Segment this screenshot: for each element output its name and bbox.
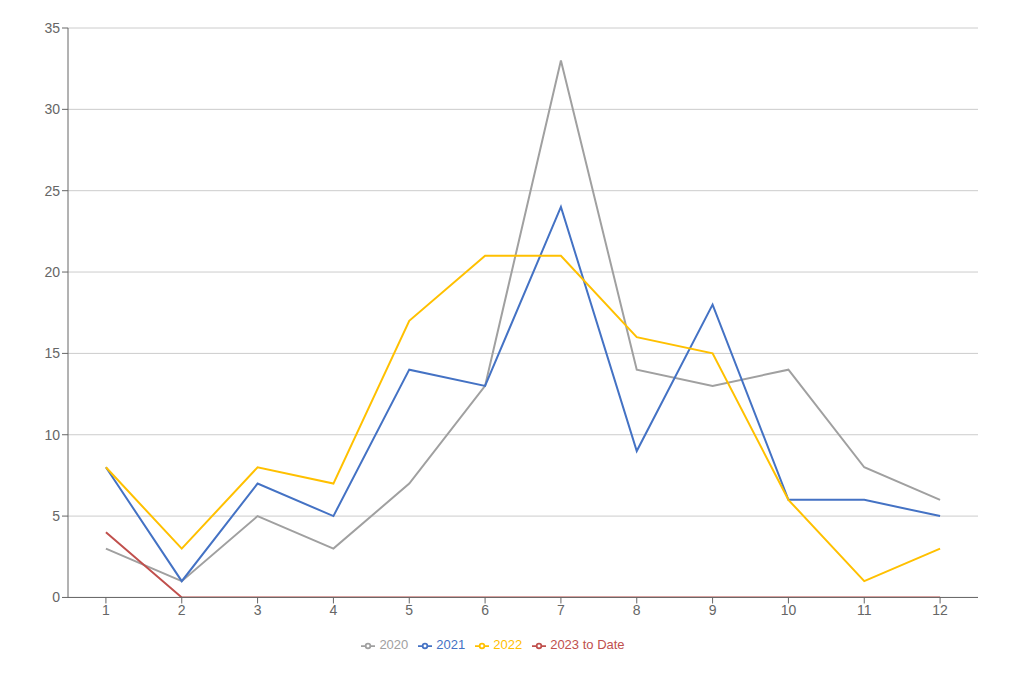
- svg-text:15: 15: [44, 345, 60, 361]
- html-text:2023 to Date: 2023 to Date: [550, 637, 625, 653]
- svg-text:8: 8: [633, 602, 641, 618]
- html-text:2022: 2022: [493, 637, 523, 653]
- svg-text:2: 2: [178, 602, 186, 618]
- svg-text:30: 30: [44, 101, 60, 117]
- svg-text:35: 35: [44, 20, 60, 36]
- svg-text:5: 5: [405, 602, 413, 618]
- svg-text:7: 7: [557, 602, 565, 618]
- html-text:2020: 2020: [379, 637, 409, 653]
- svg-text:25: 25: [44, 183, 60, 199]
- svg-text:10: 10: [44, 427, 60, 443]
- svg-text:12: 12: [932, 602, 948, 618]
- svg-text:0: 0: [52, 589, 60, 605]
- svg-text:3: 3: [254, 602, 262, 618]
- svg-text:9: 9: [709, 602, 717, 618]
- svg-text:1: 1: [102, 602, 110, 618]
- svg-text:4: 4: [330, 602, 338, 618]
- svg-text:5: 5: [52, 508, 60, 524]
- svg-text:10: 10: [781, 602, 797, 618]
- svg-text:20: 20: [44, 264, 60, 280]
- svg-text:11: 11: [857, 602, 872, 618]
- html-text:2021: 2021: [436, 637, 466, 653]
- svg-text:6: 6: [481, 602, 489, 618]
